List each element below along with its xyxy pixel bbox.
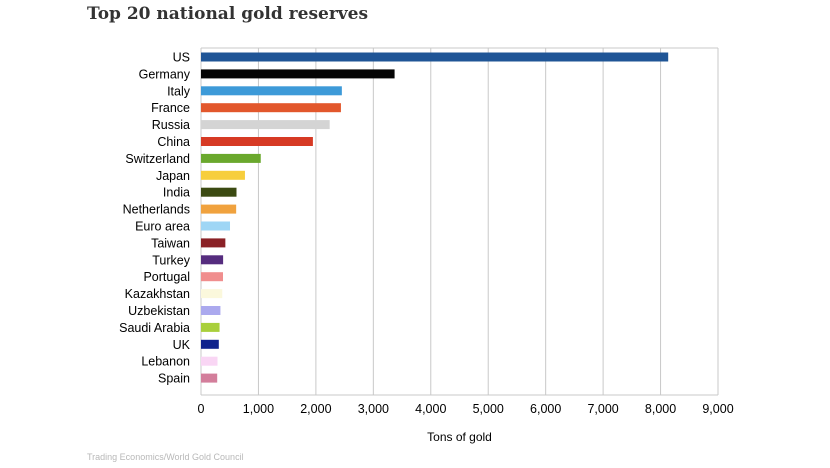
category-label: Germany (139, 67, 191, 81)
category-label: Euro area (135, 220, 190, 234)
category-label: Netherlands (123, 203, 190, 217)
bar (201, 339, 219, 349)
x-tick-label: 1,000 (243, 402, 274, 416)
category-label: China (157, 135, 190, 149)
category-label: Turkey (152, 253, 190, 267)
category-label: Lebanon (141, 355, 190, 369)
x-tick-label: 7,000 (587, 402, 618, 416)
tick-labels: 0 1,000 2,000 3,000 4,000 5,000 6,000 7,000 8,00… (198, 402, 734, 416)
category-label: Kazakhstan (125, 287, 190, 301)
gridlines (200, 47, 719, 396)
bar (201, 86, 342, 96)
bar (201, 170, 245, 180)
x-tick-label: 9,000 (702, 402, 733, 416)
bar (201, 153, 261, 163)
bar (201, 322, 220, 332)
chart-title: Top 20 national gold reserves (87, 4, 369, 24)
x-tick-label: 8,000 (645, 402, 676, 416)
category-label: UK (173, 338, 191, 352)
bar (201, 204, 237, 214)
x-tick-label: 3,000 (358, 402, 389, 416)
x-tick-label: 2,000 (300, 402, 331, 416)
bar (201, 356, 218, 366)
category-label: Switzerland (125, 152, 190, 166)
category-labels: US Germany Italy France Russia China Switzerla… (119, 51, 191, 386)
category-label: India (163, 186, 190, 200)
bar (201, 69, 395, 79)
x-tick-label: 0 (198, 402, 205, 416)
source-note: Trading Economics/World Gold Council (87, 452, 244, 462)
bar (201, 103, 341, 113)
category-label: Russia (152, 118, 190, 132)
category-label: Italy (167, 84, 191, 98)
category-label: Uzbekistan (128, 304, 190, 318)
bar (201, 52, 669, 62)
bar (201, 306, 221, 315)
x-tick-label: 5,000 (473, 402, 504, 416)
bar (201, 120, 330, 130)
category-label: US (173, 51, 190, 65)
category-label: Japan (156, 169, 190, 183)
category-label: Saudi Arabia (119, 321, 190, 335)
bar (201, 238, 226, 248)
bars (201, 52, 669, 383)
bar (201, 137, 313, 146)
category-label: France (151, 101, 190, 115)
category-label: Taiwan (151, 236, 190, 250)
bar (201, 187, 237, 197)
x-tick-label: 4,000 (415, 402, 446, 416)
bar (201, 221, 231, 231)
bar (201, 289, 223, 299)
bar (201, 255, 224, 265)
x-axis-title: Tons of gold (427, 430, 492, 444)
x-tick-label: 6,000 (530, 402, 561, 416)
bar (201, 373, 218, 383)
category-label: Portugal (143, 270, 190, 284)
bar (201, 272, 224, 282)
category-label: Spain (158, 372, 190, 386)
